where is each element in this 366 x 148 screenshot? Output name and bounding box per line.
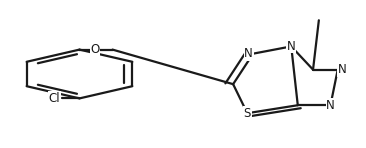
Text: N: N (326, 99, 335, 112)
Text: N: N (338, 63, 347, 76)
Text: Cl: Cl (49, 92, 60, 105)
Text: O: O (90, 43, 99, 56)
Text: S: S (244, 107, 251, 120)
Text: N: N (244, 47, 253, 60)
Text: N: N (287, 40, 296, 53)
